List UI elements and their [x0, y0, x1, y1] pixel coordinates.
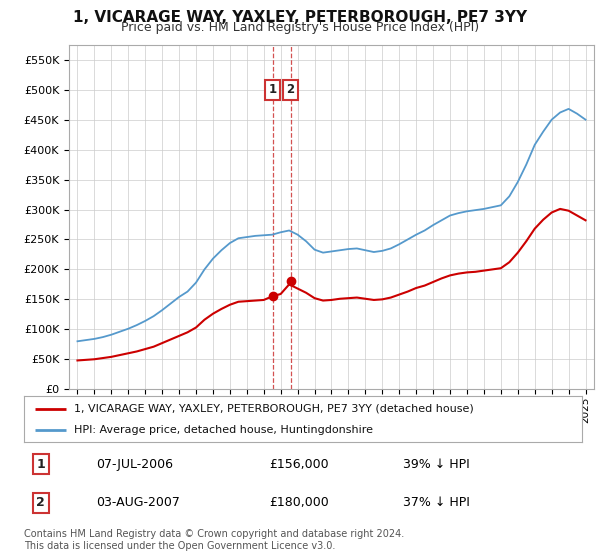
Text: 2: 2: [37, 496, 45, 510]
Text: 2: 2: [287, 83, 295, 96]
Text: Price paid vs. HM Land Registry's House Price Index (HPI): Price paid vs. HM Land Registry's House …: [121, 21, 479, 34]
Text: 39% ↓ HPI: 39% ↓ HPI: [403, 458, 470, 471]
Text: 03-AUG-2007: 03-AUG-2007: [97, 496, 181, 510]
Text: 1, VICARAGE WAY, YAXLEY, PETERBOROUGH, PE7 3YY: 1, VICARAGE WAY, YAXLEY, PETERBOROUGH, P…: [73, 10, 527, 25]
Text: £180,000: £180,000: [269, 496, 329, 510]
Text: 1, VICARAGE WAY, YAXLEY, PETERBOROUGH, PE7 3YY (detached house): 1, VICARAGE WAY, YAXLEY, PETERBOROUGH, P…: [74, 404, 474, 414]
Text: 07-JUL-2006: 07-JUL-2006: [97, 458, 173, 471]
Text: Contains HM Land Registry data © Crown copyright and database right 2024.
This d: Contains HM Land Registry data © Crown c…: [24, 529, 404, 551]
Text: 1: 1: [37, 458, 45, 471]
Text: 37% ↓ HPI: 37% ↓ HPI: [403, 496, 470, 510]
Text: HPI: Average price, detached house, Huntingdonshire: HPI: Average price, detached house, Hunt…: [74, 425, 373, 435]
Text: £156,000: £156,000: [269, 458, 329, 471]
Text: 1: 1: [269, 83, 277, 96]
